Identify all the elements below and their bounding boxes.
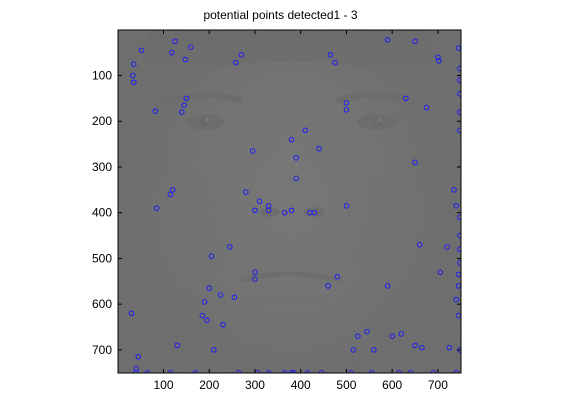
- y-tick-label: 600: [92, 297, 112, 311]
- y-tick-label: 200: [92, 114, 112, 128]
- face-image: [118, 15, 461, 385]
- y-tick-label: 100: [92, 69, 112, 83]
- y-tick-label: 400: [92, 206, 112, 220]
- x-tick-label: 400: [291, 378, 311, 392]
- y-tick-label: 700: [92, 343, 112, 357]
- x-tick-label: 700: [428, 378, 448, 392]
- x-tick-label: 500: [336, 378, 356, 392]
- x-tick-label: 100: [153, 378, 173, 392]
- y-tick-label: 500: [92, 251, 112, 265]
- x-tick-label: 600: [382, 378, 402, 392]
- y-tick-label: 300: [92, 160, 112, 174]
- x-tick-label: 200: [199, 378, 219, 392]
- x-tick-label: 300: [245, 378, 265, 392]
